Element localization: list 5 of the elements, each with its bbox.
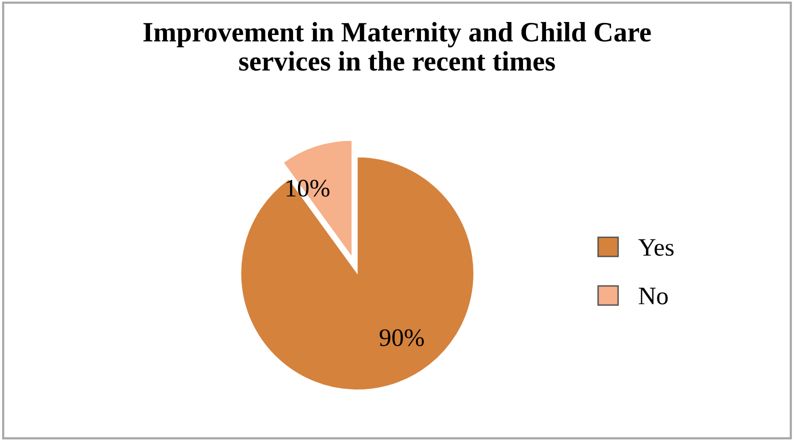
data-label: 90% — [380, 329, 424, 346]
legend-label: No — [638, 288, 668, 304]
chart-title: Improvement in Maternity and Child Care services in the recent times — [143, 22, 651, 71]
legend-label: Yes — [638, 239, 674, 256]
data-label: 10% — [286, 180, 330, 197]
